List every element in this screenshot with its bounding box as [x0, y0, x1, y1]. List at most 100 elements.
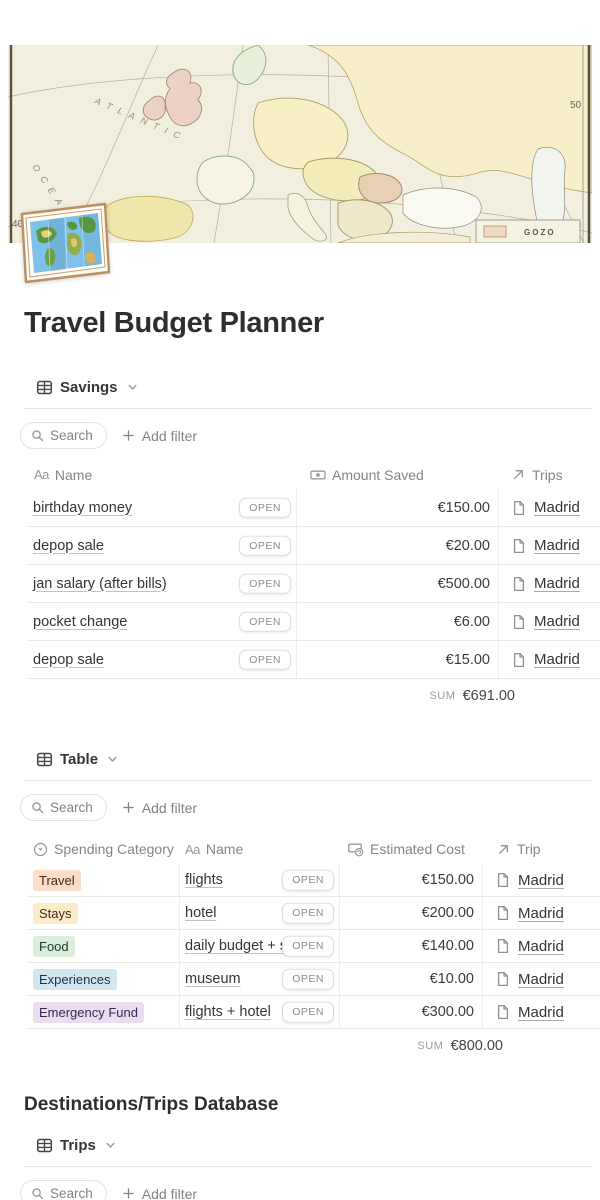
- trip-cell[interactable]: Madrid: [499, 489, 600, 526]
- view-name[interactable]: Table: [60, 750, 99, 768]
- sum-row[interactable]: SUM €691.00: [28, 679, 527, 713]
- amount-cell[interactable]: €500.00: [297, 565, 499, 602]
- cost-cell[interactable]: €10.00: [340, 963, 483, 995]
- page-link[interactable]: hotel: [185, 905, 217, 921]
- trip-cell[interactable]: Madrid: [483, 996, 600, 1028]
- page-link[interactable]: pocket change: [33, 613, 128, 630]
- page-icon-world-map[interactable]: [17, 201, 112, 286]
- trip-cell[interactable]: Madrid: [483, 897, 600, 929]
- name-cell[interactable]: depop sale OPEN: [28, 527, 297, 564]
- column-header-name[interactable]: Aa Name: [180, 841, 340, 857]
- trip-link[interactable]: Madrid: [534, 651, 580, 668]
- category-tag[interactable]: Emergency Fund: [33, 1001, 144, 1023]
- cost-cell[interactable]: €300.00: [340, 996, 483, 1028]
- open-row-button[interactable]: OPEN: [239, 573, 291, 594]
- divider: [24, 1166, 592, 1167]
- view-name[interactable]: Trips: [60, 1136, 96, 1154]
- open-row-button[interactable]: OPEN: [282, 935, 334, 957]
- amount-cell[interactable]: €20.00: [297, 527, 499, 564]
- amount-cell[interactable]: €150.00: [297, 489, 499, 526]
- name-cell[interactable]: birthday money OPEN: [28, 489, 297, 526]
- page-link[interactable]: depop sale: [33, 537, 104, 554]
- page-link[interactable]: flights + hotel: [185, 1004, 271, 1020]
- savings-database: Savings Search Add filter Aa Name: [0, 374, 600, 713]
- page-link[interactable]: jan salary (after bills): [33, 575, 167, 592]
- add-filter-button[interactable]: Add filter: [122, 428, 197, 444]
- search-input[interactable]: Search: [20, 422, 107, 449]
- trip-link[interactable]: Madrid: [518, 970, 564, 988]
- cost-cell[interactable]: €150.00: [340, 864, 483, 896]
- open-row-button[interactable]: OPEN: [282, 869, 334, 891]
- add-filter-label: Add filter: [141, 1185, 198, 1200]
- column-header-spending-category[interactable]: Spending Category: [28, 841, 180, 857]
- amount-cell[interactable]: €15.00: [297, 641, 499, 678]
- category-cell[interactable]: Travel: [28, 864, 180, 896]
- trip-cell[interactable]: Madrid: [499, 603, 600, 640]
- cost-cell[interactable]: €200.00: [340, 897, 483, 929]
- trip-link[interactable]: Madrid: [534, 499, 580, 516]
- table-view-icon: [36, 1137, 53, 1154]
- category-tag[interactable]: Stays: [33, 902, 78, 924]
- name-cell[interactable]: daily budget + snacks OPEN: [180, 930, 340, 962]
- trip-link[interactable]: Madrid: [534, 537, 580, 554]
- name-cell[interactable]: flights OPEN: [180, 864, 340, 896]
- open-row-button[interactable]: OPEN: [239, 497, 291, 518]
- category-tag[interactable]: Travel: [33, 869, 81, 891]
- page-link[interactable]: museum: [185, 971, 241, 987]
- add-filter-button[interactable]: Add filter: [122, 800, 197, 816]
- trip-link[interactable]: Madrid: [534, 575, 580, 592]
- chevron-down-icon[interactable]: [105, 1140, 116, 1151]
- column-header-amount-saved[interactable]: Amount Saved: [297, 467, 499, 483]
- name-cell[interactable]: flights + hotel OPEN: [180, 996, 340, 1028]
- sum-row[interactable]: SUM €800.00: [28, 1029, 511, 1063]
- trip-link[interactable]: Madrid: [518, 904, 564, 922]
- open-row-button[interactable]: OPEN: [282, 968, 334, 990]
- name-cell[interactable]: depop sale OPEN: [28, 641, 297, 678]
- cover-image[interactable]: ATLANTIC OCEAN 50 40 40 GOZO: [8, 45, 592, 243]
- column-header-estimated-cost[interactable]: Estimated Cost: [340, 841, 483, 857]
- trip-link[interactable]: Madrid: [518, 871, 564, 889]
- view-tab-trips[interactable]: Trips: [36, 1132, 600, 1158]
- open-row-button[interactable]: OPEN: [282, 902, 334, 924]
- page-link[interactable]: birthday money: [33, 499, 133, 516]
- column-label: Trips: [532, 466, 563, 483]
- open-row-button[interactable]: OPEN: [239, 535, 291, 556]
- category-cell[interactable]: Food: [28, 930, 180, 962]
- add-filter-button[interactable]: Add filter: [122, 1186, 197, 1200]
- trip-link[interactable]: Madrid: [518, 937, 564, 955]
- column-header-name[interactable]: Aa Name: [28, 467, 297, 483]
- open-row-button[interactable]: OPEN: [239, 611, 291, 632]
- amount-cell[interactable]: €6.00: [297, 603, 499, 640]
- column-header-trip[interactable]: Trip: [483, 841, 541, 857]
- name-cell[interactable]: museum OPEN: [180, 963, 340, 995]
- name-cell[interactable]: pocket change OPEN: [28, 603, 297, 640]
- category-cell[interactable]: Emergency Fund: [28, 996, 180, 1028]
- chevron-down-icon[interactable]: [107, 754, 118, 765]
- name-cell[interactable]: jan salary (after bills) OPEN: [28, 565, 297, 602]
- name-cell[interactable]: hotel OPEN: [180, 897, 340, 929]
- view-tab-savings[interactable]: Savings: [36, 374, 600, 400]
- page-link[interactable]: flights: [185, 872, 223, 888]
- category-cell[interactable]: Stays: [28, 897, 180, 929]
- trip-link[interactable]: Madrid: [518, 1003, 564, 1021]
- trip-cell[interactable]: Madrid: [499, 527, 600, 564]
- open-row-button[interactable]: OPEN: [239, 649, 291, 670]
- category-tag[interactable]: Experiences: [33, 968, 117, 990]
- trip-cell[interactable]: Madrid: [483, 963, 600, 995]
- search-input[interactable]: Search: [20, 794, 107, 821]
- category-tag[interactable]: Food: [33, 935, 75, 957]
- chevron-down-icon[interactable]: [127, 382, 138, 393]
- trip-cell[interactable]: Madrid: [483, 864, 600, 896]
- category-cell[interactable]: Experiences: [28, 963, 180, 995]
- open-row-button[interactable]: OPEN: [282, 1001, 334, 1023]
- view-name[interactable]: Savings: [60, 378, 118, 396]
- view-tab-table[interactable]: Table: [36, 746, 600, 772]
- search-input[interactable]: Search: [20, 1180, 107, 1200]
- column-header-trips[interactable]: Trips: [499, 467, 563, 483]
- cost-cell[interactable]: €140.00: [340, 930, 483, 962]
- page-link[interactable]: depop sale: [33, 651, 104, 668]
- trip-cell[interactable]: Madrid: [483, 930, 600, 962]
- trip-link[interactable]: Madrid: [534, 613, 580, 630]
- trip-cell[interactable]: Madrid: [499, 565, 600, 602]
- trip-cell[interactable]: Madrid: [499, 641, 600, 678]
